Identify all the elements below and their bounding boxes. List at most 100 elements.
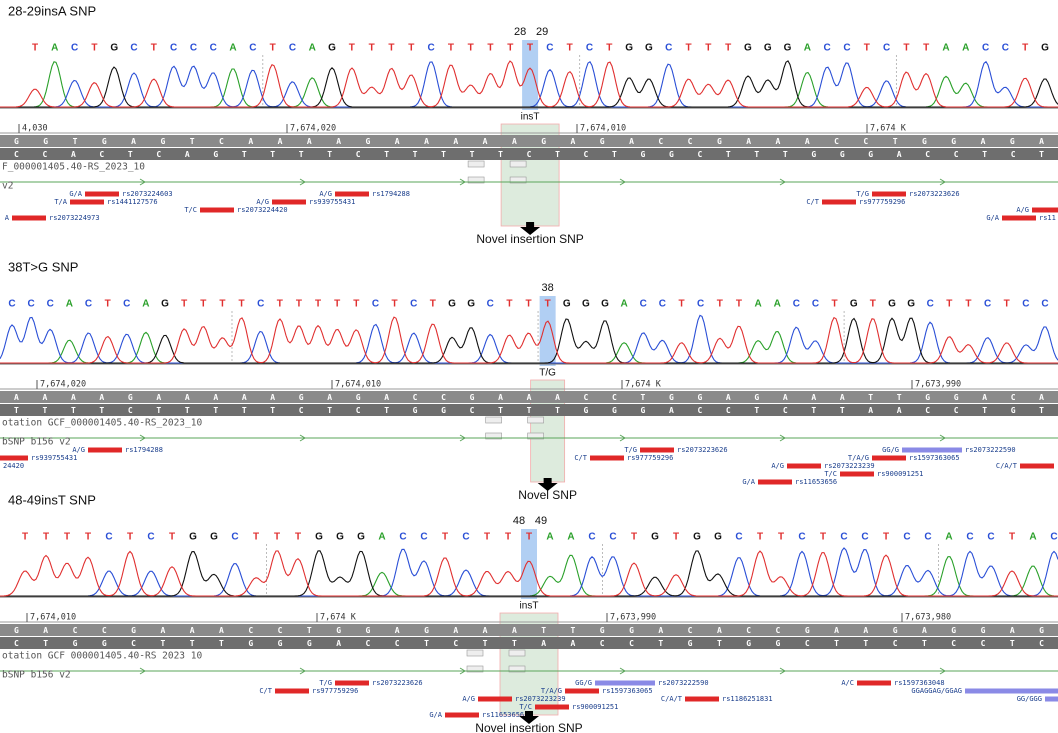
snp-allele: G/A bbox=[986, 214, 999, 222]
snp-id: rs2073223239 bbox=[515, 695, 566, 703]
snp-bar bbox=[590, 456, 624, 461]
base-call: T bbox=[353, 299, 359, 310]
base-call: T bbox=[270, 43, 276, 54]
base-call: C bbox=[982, 43, 989, 54]
base-call: A bbox=[942, 43, 949, 54]
track-label: bSNP b156 v2 bbox=[2, 437, 71, 448]
base-call: A bbox=[567, 532, 574, 543]
snp-bar bbox=[1032, 208, 1058, 213]
base-call: C bbox=[462, 532, 469, 543]
snp-bar bbox=[822, 200, 856, 205]
snp-allele: T/G bbox=[319, 679, 332, 687]
snp-allele: A/C bbox=[841, 679, 854, 687]
base-call: C bbox=[427, 43, 434, 54]
snp-id: rs2073224603 bbox=[122, 190, 173, 198]
base-call: A bbox=[546, 532, 553, 543]
snp-bar bbox=[0, 456, 28, 461]
base-call: T bbox=[200, 299, 206, 310]
base-call: C bbox=[824, 43, 831, 54]
base-call: T bbox=[923, 43, 929, 54]
snp-allele: C/T bbox=[259, 687, 272, 695]
snp-id: rs1597363048 bbox=[894, 679, 945, 687]
snp-id: rs900091251 bbox=[877, 470, 923, 478]
annotation: otation GCF_000001405.40-RS_2023_10 bbox=[2, 418, 202, 429]
ruler-label: 7,674 K bbox=[625, 380, 662, 390]
base-call: G bbox=[693, 532, 701, 543]
snp-id: rs1597363065 bbox=[909, 454, 960, 462]
base-call: T bbox=[725, 43, 731, 54]
snp-allele: A/G bbox=[256, 198, 269, 206]
base-call: C bbox=[47, 299, 54, 310]
snp-id: rs1597363065 bbox=[602, 687, 653, 695]
base-call: G bbox=[1041, 43, 1049, 54]
base-call: T bbox=[151, 43, 157, 54]
base-call: C bbox=[105, 532, 112, 543]
base-call: C bbox=[546, 43, 553, 54]
ruler-label: 7,674 K bbox=[320, 613, 357, 623]
variant-label: insT bbox=[520, 601, 539, 612]
snp-id: rs1794288 bbox=[372, 190, 410, 198]
base-call: C bbox=[987, 532, 994, 543]
base-call: C bbox=[28, 299, 35, 310]
base-call: C bbox=[1002, 43, 1009, 54]
panel-title: 48-49insT SNP bbox=[8, 492, 96, 507]
figure: 28-29insA SNP2829TACTGCTCCCACTCAGTTTTCTT… bbox=[0, 0, 1058, 733]
snp-id: rs2073224973 bbox=[49, 214, 100, 222]
base-call: T bbox=[408, 43, 414, 54]
base-call: T bbox=[64, 532, 70, 543]
base-call: T bbox=[757, 532, 763, 543]
base-call: C bbox=[640, 299, 647, 310]
snp-id: rs2073224420 bbox=[237, 206, 288, 214]
snp-id: rs11653656 bbox=[482, 711, 524, 719]
snp-allele: T/A bbox=[54, 198, 67, 206]
base-call: G bbox=[601, 299, 609, 310]
base-call: C bbox=[586, 43, 593, 54]
base-call: T bbox=[430, 299, 436, 310]
snp-id: rs939755431 bbox=[31, 454, 77, 462]
snp-id: rs977759296 bbox=[627, 454, 673, 462]
snp-id: rs2073223626 bbox=[909, 190, 960, 198]
annotation: F_000001405.40-RS_2023_10 bbox=[2, 162, 145, 173]
base-call: T bbox=[1009, 532, 1015, 543]
feature-icon bbox=[467, 650, 483, 656]
snp-bar bbox=[275, 689, 309, 694]
base-call: T bbox=[91, 43, 97, 54]
base-call: T bbox=[1022, 43, 1028, 54]
snp-bar bbox=[595, 681, 655, 686]
base-call: C bbox=[984, 299, 991, 310]
base-call: G bbox=[110, 43, 118, 54]
snp-bar bbox=[758, 480, 792, 485]
ruler-label: 7,673,990 bbox=[915, 380, 961, 390]
base-call: T bbox=[705, 43, 711, 54]
snp-bar bbox=[85, 192, 119, 197]
snp-allele: C/A/T bbox=[661, 695, 683, 703]
base-call: C bbox=[1022, 299, 1029, 310]
base-call: G bbox=[645, 43, 653, 54]
snp-id: rs2073223239 bbox=[824, 462, 875, 470]
snp-bar bbox=[565, 689, 599, 694]
base-call: T bbox=[85, 532, 91, 543]
base-call: T bbox=[22, 532, 28, 543]
base-call: T bbox=[903, 43, 909, 54]
snp-allele: T/A/G bbox=[848, 454, 869, 462]
snp-allele: G/A bbox=[69, 190, 82, 198]
snp-bar bbox=[335, 192, 369, 197]
snp-allele: T/C bbox=[184, 206, 197, 214]
snp-allele: T/G bbox=[624, 446, 637, 454]
base-call: T bbox=[965, 299, 971, 310]
snp-allele: GG/GGG bbox=[1017, 695, 1042, 703]
snp-bar bbox=[200, 208, 234, 213]
base-call: T bbox=[484, 532, 490, 543]
sequence-row bbox=[0, 135, 1058, 147]
base-call: T bbox=[169, 532, 175, 543]
panel-title: 28-29insA SNP bbox=[8, 3, 96, 18]
ruler-label: 7,673,980 bbox=[905, 613, 951, 623]
snp-id: rs11653656 bbox=[795, 478, 837, 486]
base-call: C bbox=[210, 43, 217, 54]
trace bbox=[0, 317, 1058, 363]
snp-allele: G/A bbox=[742, 478, 755, 486]
base-call: C bbox=[843, 43, 850, 54]
base-call: C bbox=[130, 43, 137, 54]
position-label: 38 bbox=[542, 282, 554, 294]
snp-allele: A/G bbox=[72, 446, 85, 454]
